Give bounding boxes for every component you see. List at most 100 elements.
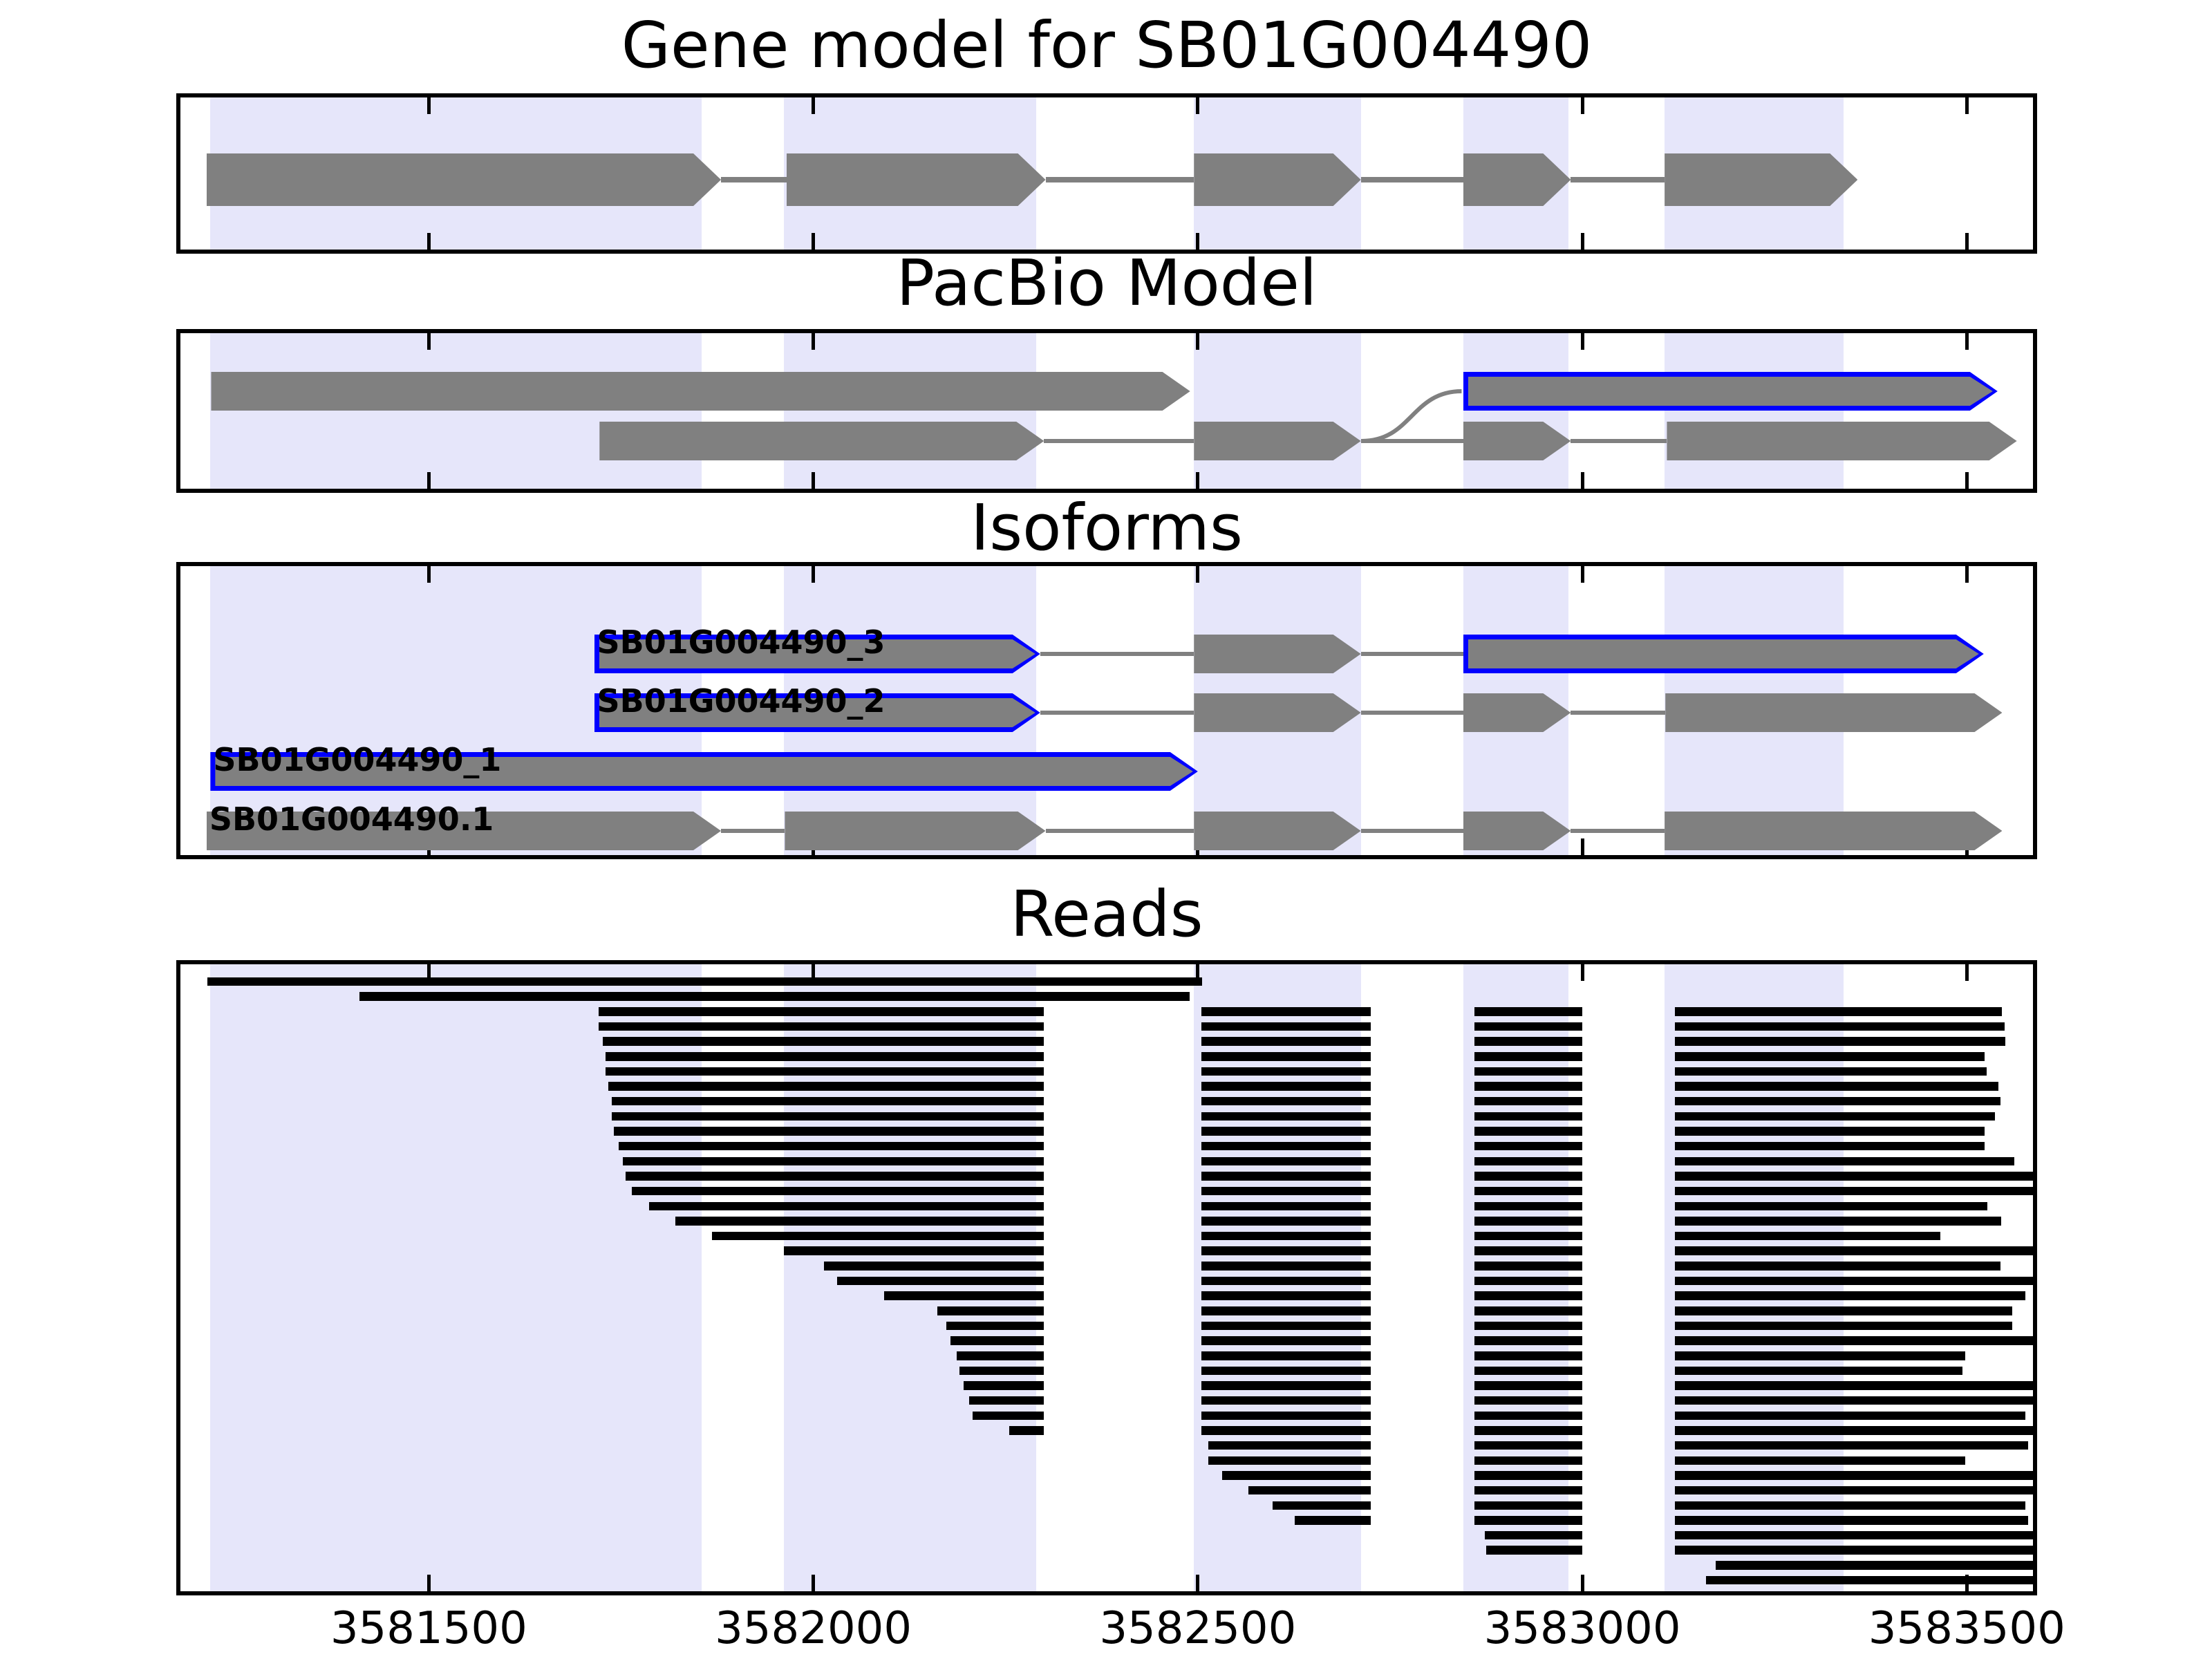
axis-tick-mark: [1965, 472, 1969, 489]
axis-tick-mark: [812, 566, 816, 583]
exon-highlight-band: [1194, 333, 1361, 489]
read-alignment-segment: [1674, 1530, 2033, 1540]
read-alignment-segment: [1201, 1291, 1371, 1300]
exon-arrow: [1665, 812, 2003, 850]
read-alignment-segment: [675, 1217, 1044, 1226]
read-alignment-segment: [1674, 1141, 1985, 1151]
read-alignment-segment: [1474, 1127, 1583, 1136]
axis-tick-mark: [427, 333, 431, 350]
read-alignment-segment: [1201, 1426, 1371, 1435]
intron-line: [1360, 711, 1463, 715]
axis-tick-mark: [812, 333, 816, 350]
exon-highlight-band: [1665, 333, 1844, 489]
read-alignment-segment: [1474, 1231, 1583, 1241]
read-alignment-segment: [1674, 1336, 2033, 1345]
read-alignment-segment: [1201, 1411, 1371, 1421]
intron-line: [1360, 439, 1463, 443]
intron-line: [1571, 829, 1665, 833]
read-alignment-segment: [1674, 1276, 2033, 1286]
read-alignment-segment: [1474, 1456, 1583, 1465]
exon-arrow: [1194, 693, 1361, 732]
intron-line: [1040, 711, 1194, 715]
exon-arrow: [1194, 635, 1361, 673]
isoforms-panel: SB01G004490_3 SB01G004490_2 SB01G004490_1 S…: [176, 562, 2037, 859]
read-alignment-segment: [1474, 1067, 1583, 1076]
read-alignment-segment: [1201, 1276, 1371, 1286]
axis-tick-mark: [1580, 838, 1584, 855]
read-alignment-segment: [1674, 1381, 2033, 1390]
read-alignment-segment: [1272, 1501, 1371, 1510]
read-alignment-segment: [1201, 1351, 1371, 1360]
axis-tick-mark: [427, 1575, 431, 1591]
read-alignment-segment: [1674, 1052, 1985, 1061]
read-alignment-segment: [632, 1186, 1044, 1196]
axis-tick-mark: [1196, 964, 1200, 981]
read-alignment-segment: [1706, 1575, 2033, 1585]
read-alignment-segment: [950, 1336, 1044, 1345]
exon-arrow: [206, 812, 722, 850]
read-alignment-segment: [1674, 1471, 2033, 1480]
read-alignment-segment: [1674, 1291, 2025, 1300]
axis-tick-mark: [1580, 333, 1584, 350]
read-alignment-segment: [606, 1052, 1044, 1061]
axis-tick-mark: [1965, 333, 1969, 350]
axis-tick-mark: [1965, 964, 1969, 981]
read-alignment-segment: [1201, 1262, 1371, 1271]
exon-arrow: [1194, 153, 1361, 206]
axis-tick-mark: [812, 97, 816, 114]
read-alignment-segment: [1201, 1141, 1371, 1151]
read-alignment-segment: [937, 1306, 1044, 1315]
read-alignment-segment: [1201, 1201, 1371, 1210]
axis-tick-mark: [1196, 233, 1200, 250]
x-axis-tick-label: 3582500: [1099, 1603, 1297, 1654]
axis-tick-mark: [812, 233, 816, 250]
isoform-label: SB01G004490_3: [597, 624, 885, 661]
read-alignment-segment: [648, 1201, 1044, 1210]
read-alignment-segment: [602, 1037, 1044, 1046]
read-alignment-segment: [599, 1022, 1044, 1031]
intron-line: [1045, 829, 1194, 833]
read-alignment-segment: [1674, 1201, 1988, 1210]
axis-tick-mark: [427, 964, 431, 981]
novel-exon-arrow: [1463, 372, 1998, 411]
read-alignment-segment: [1474, 1112, 1583, 1121]
read-alignment-segment: [1474, 1007, 1583, 1016]
axis-tick-mark: [1196, 333, 1200, 350]
read-alignment-segment: [612, 1096, 1044, 1106]
read-alignment-segment: [1201, 1067, 1371, 1076]
read-alignment-segment: [1474, 1096, 1583, 1106]
read-alignment-segment: [1474, 1426, 1583, 1435]
read-alignment-segment: [1208, 1456, 1371, 1465]
read-alignment-segment: [1201, 1037, 1371, 1046]
read-alignment-segment: [1674, 1366, 1962, 1376]
read-alignment-segment: [1474, 1246, 1583, 1255]
exon-fill: [1468, 377, 1993, 406]
axis-tick-mark: [1580, 566, 1584, 583]
intron-line: [721, 177, 787, 182]
x-axis-tick-label: 3583000: [1483, 1603, 1681, 1654]
read-alignment-segment: [784, 1246, 1044, 1255]
read-alignment-segment: [1674, 1007, 2003, 1016]
read-alignment-segment: [1674, 1186, 2033, 1196]
exon-arrow: [599, 422, 1044, 460]
read-alignment-segment: [622, 1156, 1044, 1166]
read-alignment-segment: [599, 1007, 1044, 1016]
axis-tick-mark: [812, 472, 816, 489]
read-alignment-segment: [1486, 1546, 1583, 1555]
isoform-label: SB01G004490.1: [209, 800, 494, 838]
read-alignment-segment: [883, 1291, 1044, 1300]
exon-fill: [1468, 639, 1979, 668]
read-alignment-segment: [1674, 1112, 1996, 1121]
exon-arrow: [785, 812, 1046, 850]
read-alignment-segment: [1674, 1262, 2001, 1271]
axis-tick-mark: [1196, 1575, 1200, 1591]
read-alignment-segment: [626, 1172, 1044, 1181]
axis-tick-mark: [1580, 472, 1584, 489]
read-alignment-segment: [1674, 1172, 2033, 1181]
read-alignment-segment: [1201, 1172, 1371, 1181]
read-alignment-segment: [1474, 1217, 1583, 1226]
read-alignment-segment: [1474, 1321, 1583, 1331]
read-alignment-segment: [1201, 1186, 1371, 1196]
read-alignment-segment: [1474, 1276, 1583, 1286]
